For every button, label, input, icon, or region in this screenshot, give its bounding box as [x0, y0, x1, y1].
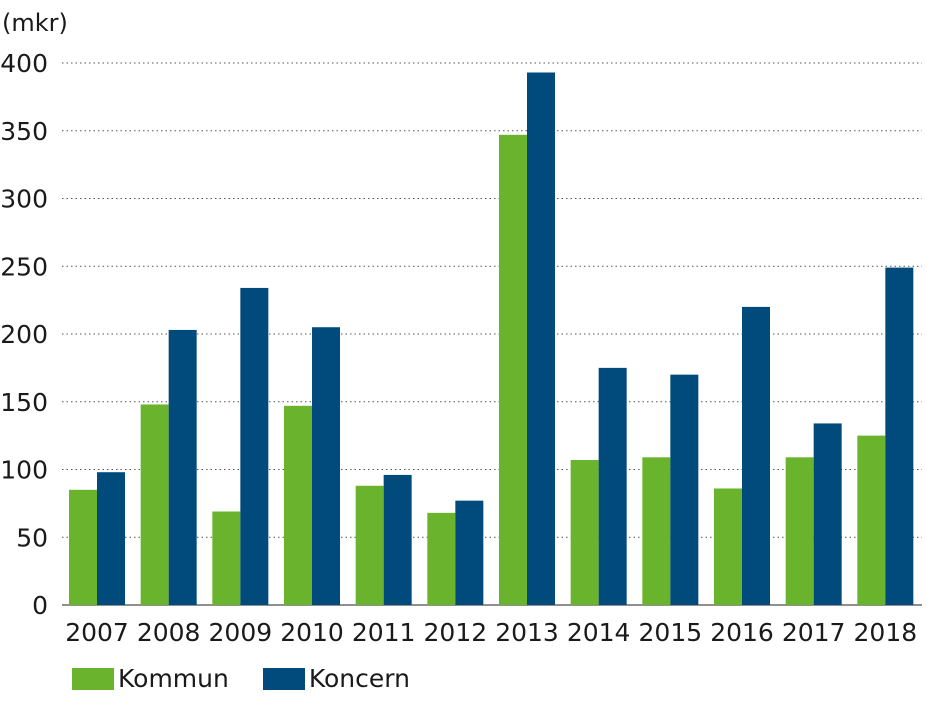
bar-kommun-2011 [355, 485, 384, 605]
y-tick-label: 300 [0, 185, 48, 214]
y-tick-label: 400 [0, 49, 48, 78]
x-tick-label: 2012 [424, 618, 488, 647]
bar-koncern-2007 [97, 472, 125, 605]
bar-kommun-2017 [785, 457, 814, 605]
legend-label-koncern: Koncern [308, 664, 410, 693]
bar-koncern-2009 [240, 287, 269, 605]
x-tick-label: 2017 [782, 618, 846, 647]
y-tick-label: 50 [16, 523, 48, 552]
x-tick-label: 2008 [137, 618, 201, 647]
bar-kommun-2012 [427, 512, 456, 605]
legend-label-kommun: Kommun [118, 664, 229, 693]
bars [69, 72, 914, 606]
legend-item-kommun: Kommun [72, 664, 229, 693]
x-tick-label: 2016 [710, 618, 774, 647]
bar-koncern-2015 [670, 374, 699, 605]
x-tick-label: 2013 [495, 618, 559, 647]
bar-kommun-2009 [212, 511, 241, 605]
y-tick-label: 100 [0, 456, 48, 485]
y-tick-label: 350 [0, 117, 48, 146]
bar-koncern-2012 [455, 500, 484, 605]
bar-kommun-2008 [140, 404, 169, 605]
bar-koncern-2014 [598, 367, 627, 605]
x-tick-label: 2009 [209, 618, 273, 647]
legend-swatch-koncern [262, 667, 305, 690]
bar-koncern-2013 [527, 72, 555, 606]
y-axis-ticks: 0 50 100 150 200 250 300 350 400 [0, 49, 48, 620]
bar-koncern-2011 [383, 474, 412, 605]
bar-kommun-2013 [499, 134, 527, 605]
bar-kommun-2015 [642, 457, 671, 605]
y-tick-label: 0 [32, 591, 48, 620]
gridlines [62, 62, 922, 606]
x-tick-label: 2007 [65, 618, 129, 647]
bar-koncern-2016 [742, 306, 770, 605]
bar-kommun-2018 [857, 435, 886, 605]
bar-kommun-2010 [284, 405, 312, 605]
bar-kommun-2016 [714, 488, 742, 605]
legend: Kommun Koncern [72, 664, 444, 693]
bar-koncern-2010 [312, 327, 340, 605]
x-tick-label: 2015 [639, 618, 703, 647]
x-tick-label: 2011 [352, 618, 416, 647]
x-tick-label: 2018 [854, 618, 918, 647]
y-tick-label: 250 [0, 252, 48, 281]
legend-swatch-kommun [72, 667, 114, 690]
bar-kommun-2007 [69, 489, 97, 605]
y-tick-label: 200 [0, 320, 48, 349]
x-tick-label: 2014 [567, 618, 631, 647]
y-tick-label: 150 [0, 388, 48, 417]
x-tick-label: 2010 [280, 618, 344, 647]
bar-koncern-2018 [885, 267, 914, 605]
x-axis-ticks: 2007 2008 2009 2010 2011 2012 2013 2014 2015 2016… [65, 618, 917, 647]
legend-item-koncern: Koncern [262, 664, 410, 693]
bar-kommun-2014 [570, 460, 599, 605]
bar-koncern-2008 [168, 329, 197, 605]
y-axis-unit-label: (mkr) [2, 9, 68, 37]
bar-koncern-2017 [813, 423, 842, 605]
